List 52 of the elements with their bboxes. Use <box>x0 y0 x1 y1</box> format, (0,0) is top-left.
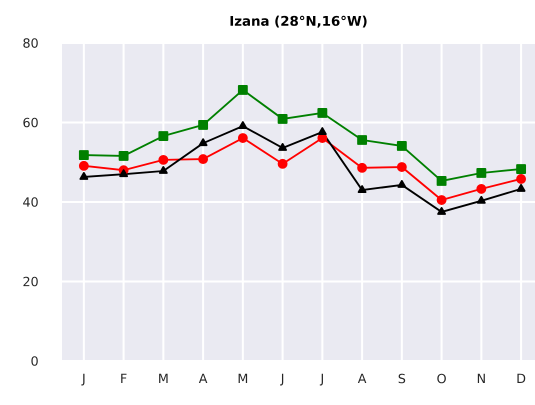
point <box>198 154 208 164</box>
point <box>396 162 407 172</box>
x-tick-label: J <box>81 374 84 386</box>
point <box>79 172 88 180</box>
x-tick-label: M <box>238 374 248 383</box>
point <box>516 174 526 184</box>
y-tick-label: 80 <box>23 38 38 48</box>
point <box>476 184 486 194</box>
point <box>158 154 168 165</box>
point <box>357 162 368 173</box>
point <box>278 143 288 151</box>
point <box>198 138 208 146</box>
point <box>158 131 168 141</box>
y-tick-label: 60 <box>23 118 38 128</box>
point <box>397 180 406 188</box>
point <box>436 195 447 205</box>
point <box>119 169 128 178</box>
x-tick-label: F <box>121 374 127 383</box>
point <box>318 127 327 135</box>
x-tick-label: A <box>358 374 366 383</box>
x-tick-label: A <box>198 374 208 383</box>
point <box>238 121 248 130</box>
point <box>476 196 486 204</box>
point <box>118 150 129 161</box>
y-tick-label: 20 <box>23 276 38 286</box>
x-tick-label: M <box>159 374 168 383</box>
point <box>516 184 526 192</box>
point <box>78 160 89 171</box>
point <box>437 207 446 215</box>
point <box>158 166 168 174</box>
point <box>278 158 288 169</box>
x-tick-label: N <box>478 374 485 383</box>
point <box>396 141 407 151</box>
point <box>278 114 288 124</box>
y-tick-label: 40 <box>23 197 38 207</box>
point <box>317 108 328 118</box>
point <box>358 185 366 194</box>
x-tick-label: J <box>280 374 284 386</box>
x-tick-label: D <box>517 374 526 383</box>
chart-title: Izana (28°N,16°W) <box>230 16 367 28</box>
point <box>476 168 486 178</box>
point <box>78 150 89 160</box>
y-tick-label: 0 <box>31 356 38 366</box>
point <box>357 135 368 145</box>
point <box>198 120 208 130</box>
x-tick-label: O <box>437 374 446 384</box>
point <box>516 164 526 174</box>
point <box>436 176 447 186</box>
x-tick-label: S <box>398 374 406 384</box>
point <box>238 84 248 95</box>
point <box>238 133 248 143</box>
x-tick-label: J <box>320 374 323 386</box>
